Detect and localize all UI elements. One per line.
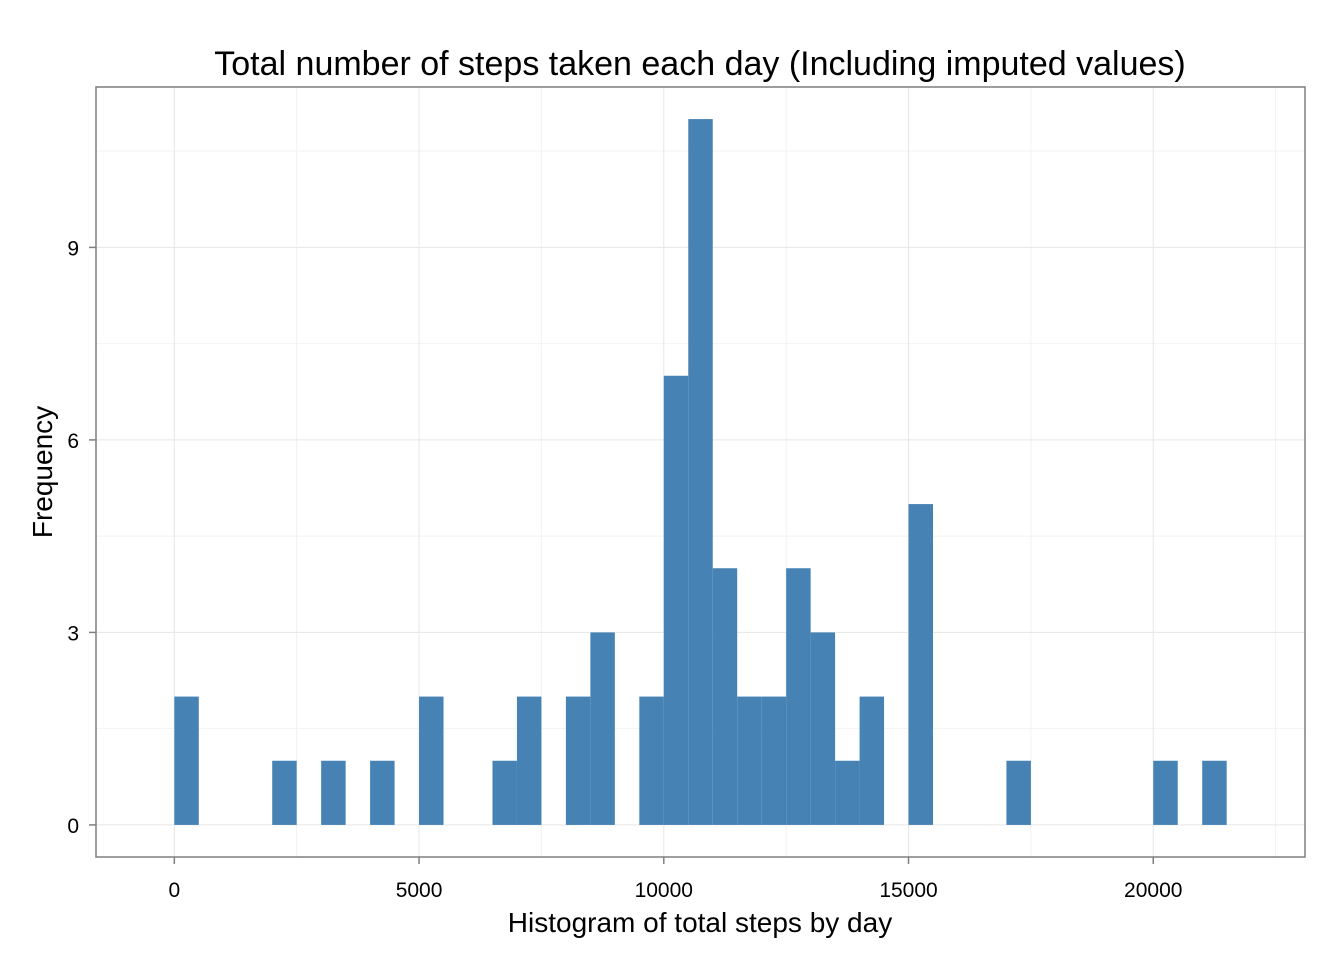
histogram-bar [1006,760,1031,825]
y-axis-title: Frequency [27,406,58,538]
histogram-bar [174,696,199,825]
x-tick-label: 0 [168,879,180,902]
histogram-bar [321,760,346,825]
histogram-bar [688,119,713,825]
histogram-bar [908,504,933,825]
histogram-bar [639,696,664,825]
y-tick-label: 0 [67,815,79,838]
histogram-bar [786,568,811,825]
histogram-bar [761,696,787,825]
histogram-bar [419,696,444,825]
histogram-bar [565,696,591,825]
x-axis-title: Histogram of total steps by day [508,907,892,938]
x-axis: 0 5000 10000 15000 20000 [168,857,1182,902]
histogram-bar [272,760,297,825]
histogram-bar [590,632,615,825]
chart-title: Total number of steps taken each day (In… [214,45,1185,83]
plot-panel-border [95,86,1306,858]
histogram-bar [835,760,860,825]
histogram-bar [712,568,738,825]
histogram-bar [492,760,517,825]
histogram-bar [737,696,762,825]
y-tick-label: 3 [67,622,79,645]
histogram-bar [859,696,885,825]
x-tick-label: 20000 [1124,879,1182,902]
x-tick-label: 15000 [879,879,937,902]
y-axis: 0 3 6 9 [67,237,96,838]
x-tick-label: 5000 [396,879,443,902]
x-tick-label: 10000 [635,879,693,902]
histogram-bar [810,632,836,825]
y-tick-label: 6 [67,430,79,453]
histogram-bar [663,375,689,825]
histogram-bar [370,760,395,825]
histogram-bar [516,696,542,825]
histogram-bars [174,119,1227,825]
histogram-bar [1202,760,1227,825]
histogram-bar [1153,760,1178,825]
y-tick-label: 9 [67,237,79,260]
